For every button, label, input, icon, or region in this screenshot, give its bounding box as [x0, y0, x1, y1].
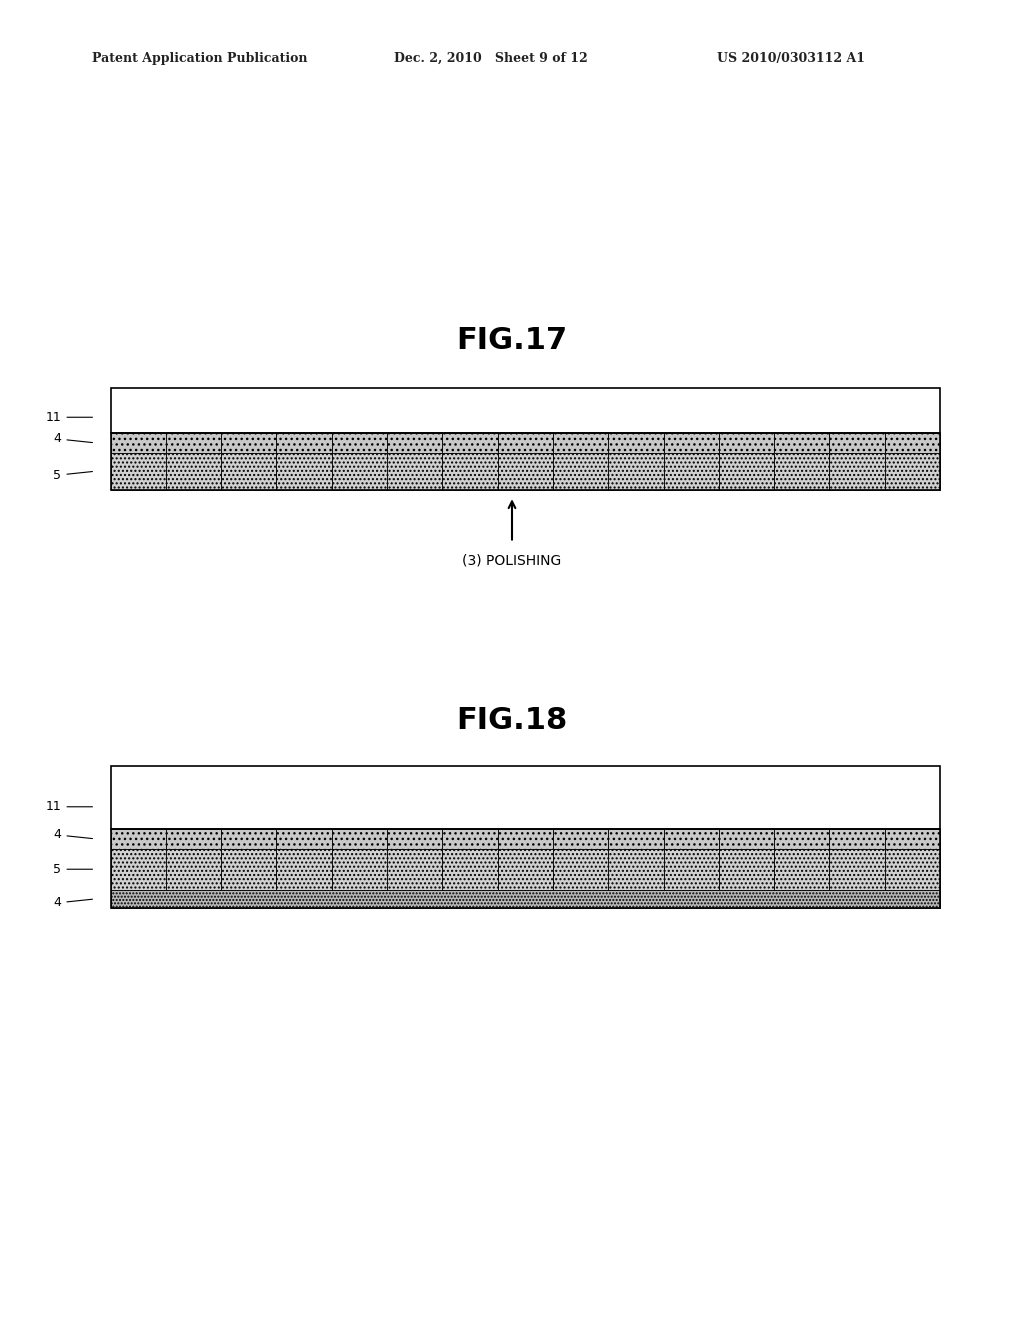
Bar	[387, 829, 442, 849]
Bar	[829, 453, 885, 490]
Bar	[774, 829, 829, 849]
Text: 4: 4	[53, 829, 92, 841]
Bar	[498, 829, 553, 849]
Bar	[664, 829, 719, 849]
Bar	[553, 849, 608, 890]
Bar	[166, 453, 221, 490]
Bar	[719, 433, 774, 453]
Bar	[829, 433, 885, 453]
Bar	[608, 829, 664, 849]
Bar	[276, 849, 332, 890]
Bar	[221, 849, 276, 890]
Bar	[221, 829, 276, 849]
Bar	[608, 453, 664, 490]
Text: 11: 11	[46, 411, 92, 424]
Bar	[276, 829, 332, 849]
Bar	[111, 388, 940, 433]
Bar	[498, 433, 553, 453]
Text: FIG.17: FIG.17	[457, 326, 567, 355]
Bar	[774, 849, 829, 890]
Bar	[719, 849, 774, 890]
Bar	[885, 849, 940, 890]
Bar	[885, 829, 940, 849]
Bar	[664, 453, 719, 490]
Text: 4: 4	[53, 433, 92, 445]
Bar	[332, 849, 387, 890]
Bar	[276, 433, 332, 453]
Bar	[774, 453, 829, 490]
Bar	[221, 453, 276, 490]
Bar	[885, 453, 940, 490]
Bar	[442, 829, 498, 849]
Bar	[387, 433, 442, 453]
Bar	[719, 453, 774, 490]
Bar	[221, 433, 276, 453]
Bar	[442, 453, 498, 490]
Bar	[332, 433, 387, 453]
Bar	[885, 433, 940, 453]
Bar	[111, 890, 940, 908]
Text: 5: 5	[53, 469, 92, 482]
Bar	[608, 849, 664, 890]
Text: 4: 4	[53, 896, 92, 909]
Bar	[719, 829, 774, 849]
Bar	[111, 829, 940, 908]
Bar	[664, 849, 719, 890]
Bar	[829, 829, 885, 849]
Bar	[553, 433, 608, 453]
Bar	[553, 829, 608, 849]
Text: Dec. 2, 2010   Sheet 9 of 12: Dec. 2, 2010 Sheet 9 of 12	[394, 51, 588, 65]
Bar	[387, 453, 442, 490]
Bar	[276, 453, 332, 490]
Bar	[111, 766, 940, 829]
Bar	[111, 829, 166, 849]
Bar	[111, 433, 940, 490]
Bar	[332, 453, 387, 490]
Bar	[111, 453, 166, 490]
Text: 11: 11	[46, 800, 92, 813]
Bar	[442, 849, 498, 890]
Bar	[166, 849, 221, 890]
Bar	[829, 849, 885, 890]
Bar	[387, 849, 442, 890]
Bar	[442, 433, 498, 453]
Text: Patent Application Publication: Patent Application Publication	[92, 51, 307, 65]
Bar	[498, 849, 553, 890]
Bar	[332, 829, 387, 849]
Bar	[111, 433, 166, 453]
Bar	[166, 829, 221, 849]
Bar	[608, 433, 664, 453]
Text: 5: 5	[53, 863, 92, 875]
Bar	[553, 453, 608, 490]
Text: US 2010/0303112 A1: US 2010/0303112 A1	[717, 51, 865, 65]
Bar	[774, 433, 829, 453]
Bar	[111, 849, 166, 890]
Text: FIG.18: FIG.18	[457, 706, 567, 735]
Bar	[664, 433, 719, 453]
Text: (3) POLISHING: (3) POLISHING	[463, 553, 561, 568]
Bar	[498, 453, 553, 490]
Bar	[166, 433, 221, 453]
